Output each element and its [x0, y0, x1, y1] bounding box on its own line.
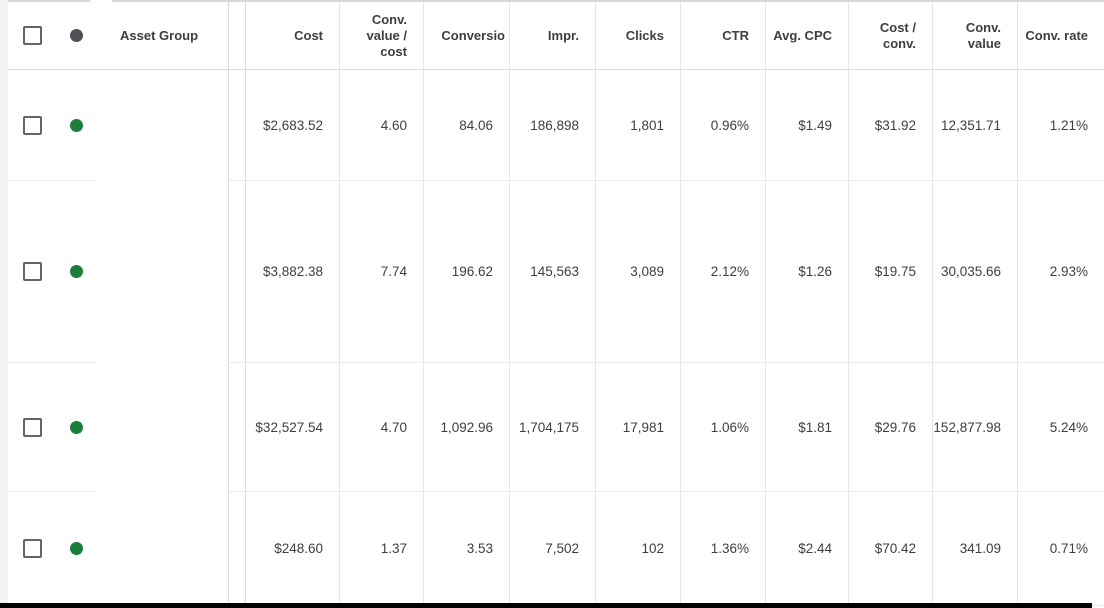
metric-cell: 3.53: [424, 492, 510, 606]
metric-cell: 7,502: [510, 492, 596, 606]
asset-group-name[interactable]: [96, 363, 228, 492]
metric-cell: $29.76: [849, 363, 933, 492]
pinned-column-divider: [228, 181, 246, 363]
row-checkbox[interactable]: [22, 115, 42, 135]
table-row: $2,683.52 4.60 84.06 186,898 1,801 0.96%…: [8, 70, 1104, 181]
metric-cell: 102: [596, 492, 681, 606]
metric-cell: 186,898: [510, 70, 596, 181]
column-header-conv-value-per-cost[interactable]: Conv. value / cost: [340, 2, 424, 69]
column-header-clicks[interactable]: Clicks: [596, 2, 681, 69]
asset-group-name[interactable]: [96, 70, 228, 181]
window-bottom-edge: [0, 603, 1092, 608]
column-header-conv-value[interactable]: Conv. value: [933, 2, 1018, 69]
metric-cell: 145,563: [510, 181, 596, 363]
metric-cell: 1,092.96: [424, 363, 510, 492]
metric-cell: 1.36%: [681, 492, 766, 606]
metric-cell: 2.12%: [681, 181, 766, 363]
table-row: $32,527.54 4.70 1,092.96 1,704,175 17,98…: [8, 363, 1104, 492]
column-header-impressions[interactable]: Impr.: [510, 2, 596, 69]
metric-cell: 152,877.98: [933, 363, 1018, 492]
metric-cell: $3,882.38: [246, 181, 340, 363]
top-border-gap: [90, 0, 112, 2]
status-enabled-icon[interactable]: [69, 542, 83, 555]
asset-group-name[interactable]: [96, 181, 228, 363]
table-body: $2,683.52 4.60 84.06 186,898 1,801 0.96%…: [8, 70, 1104, 606]
column-header-label: Asset Group: [120, 27, 199, 43]
header-checkbox-cell: [8, 2, 56, 69]
select-all-checkbox[interactable]: [22, 26, 42, 45]
metric-cell: 5.24%: [1018, 363, 1104, 492]
metric-cell: 4.70: [340, 363, 424, 492]
table-row: $248.60 1.37 3.53 7,502 102 1.36% $2.44 …: [8, 492, 1104, 606]
metric-cell: 3,089: [596, 181, 681, 363]
metric-cell: $2,683.52: [246, 70, 340, 181]
metric-cell: $1.26: [766, 181, 849, 363]
header-status-cell: [56, 2, 96, 69]
status-column-dot-icon: [69, 29, 83, 42]
metric-cell: 12,351.71: [933, 70, 1018, 181]
metric-cell: 1.21%: [1018, 70, 1104, 181]
row-checkbox[interactable]: [22, 417, 42, 437]
metric-cell: 196.62: [424, 181, 510, 363]
column-header-conv-rate[interactable]: Conv. rate: [1025, 27, 1088, 43]
metric-cell: 17,981: [596, 363, 681, 492]
status-enabled-icon[interactable]: [69, 118, 83, 132]
column-header-conversions[interactable]: Conversio: [424, 2, 510, 69]
metric-cell: $19.75: [849, 181, 933, 363]
metric-cell: 1.06%: [681, 363, 766, 492]
metric-cell: 7.74: [340, 181, 424, 363]
metric-cell: 0.71%: [1018, 492, 1104, 606]
pinned-column-divider: [228, 363, 246, 492]
data-table: Asset Group Cost Conv. value / cost Conv…: [8, 0, 1104, 606]
status-enabled-icon[interactable]: [69, 420, 83, 434]
column-header-ctr[interactable]: CTR: [681, 2, 766, 69]
metric-cell: 84.06: [424, 70, 510, 181]
asset-group-name[interactable]: [96, 492, 228, 606]
metric-cell: $1.49: [766, 70, 849, 181]
column-header-avg-cpc[interactable]: Avg. CPC: [766, 2, 849, 69]
metric-cell: $248.60: [246, 492, 340, 606]
metric-cell: $32,527.54: [246, 363, 340, 492]
metric-cell: 4.60: [340, 70, 424, 181]
pinned-column-divider: [228, 492, 246, 606]
column-header-cost[interactable]: Cost: [246, 2, 340, 69]
metric-cell: 1,801: [596, 70, 681, 181]
metric-cell: 0.96%: [681, 70, 766, 181]
left-gutter: [0, 0, 8, 608]
metric-cell: 2.93%: [1018, 181, 1104, 363]
metric-cell: $2.44: [766, 492, 849, 606]
column-header-cost-per-conv[interactable]: Cost / conv.: [849, 2, 933, 69]
metric-cell: 30,035.66: [933, 181, 1018, 363]
pinned-column-divider: [228, 2, 246, 69]
metric-cell: 1.37: [340, 492, 424, 606]
row-checkbox[interactable]: [22, 262, 42, 281]
pinned-column-divider: [228, 70, 246, 181]
metric-cell: 1,704,175: [510, 363, 596, 492]
status-enabled-icon[interactable]: [69, 265, 83, 278]
row-checkbox[interactable]: [22, 539, 42, 558]
table-row: $3,882.38 7.74 196.62 145,563 3,089 2.12…: [8, 181, 1104, 363]
metric-cell: $31.92: [849, 70, 933, 181]
metric-cell: $1.81: [766, 363, 849, 492]
metric-cell: $70.42: [849, 492, 933, 606]
column-header-asset-group[interactable]: Asset Group: [96, 2, 228, 69]
metric-cell: 341.09: [933, 492, 1018, 606]
table-header-row: Asset Group Cost Conv. value / cost Conv…: [8, 2, 1104, 70]
